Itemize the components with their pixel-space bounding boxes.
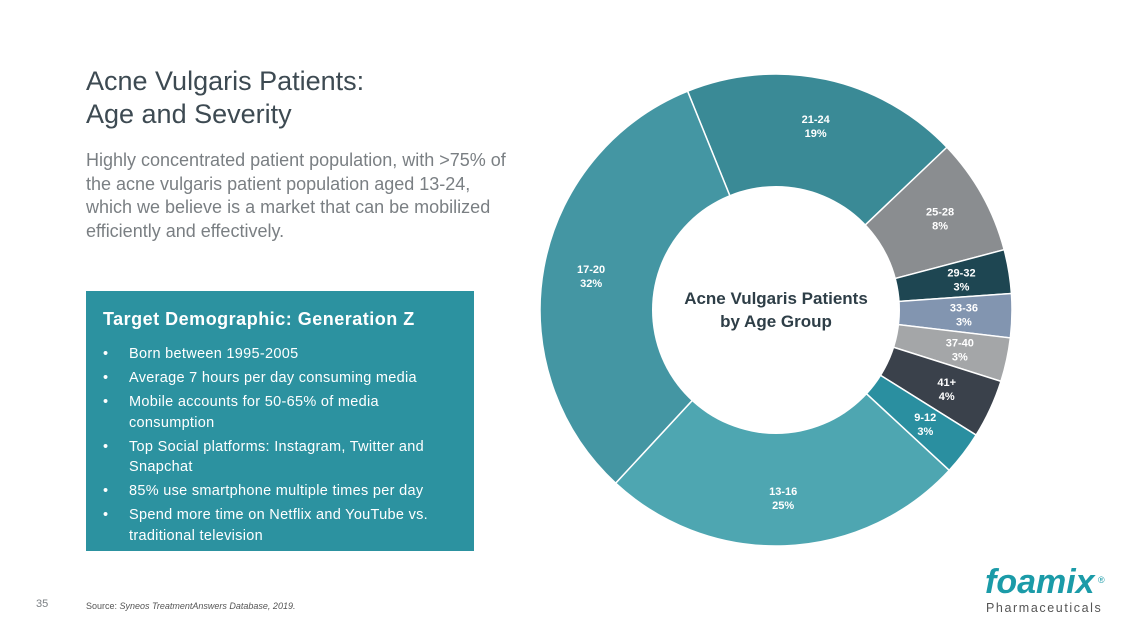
source-note: Source: Syneos TreatmentAnswers Database… bbox=[86, 601, 295, 611]
slice-label-category: 9-12 bbox=[914, 412, 936, 424]
company-logo: foamix ® Pharmaceuticals bbox=[985, 563, 1105, 623]
logo-registered-mark: ® bbox=[1098, 575, 1105, 585]
bullet-item: Average 7 hours per day consuming media bbox=[103, 368, 458, 389]
donut-hole bbox=[652, 186, 900, 434]
logo-tagline: Pharmaceuticals bbox=[986, 601, 1103, 615]
slice-label-9-12: 9-12 3% bbox=[914, 412, 936, 438]
slice-label-21-24: 21-24 19% bbox=[802, 114, 831, 140]
page-title-line-2: Age and Severity bbox=[86, 99, 292, 129]
source-prefix: Source: bbox=[86, 601, 120, 611]
chart-center-title-line-1: Acne Vulgaris Patients bbox=[684, 289, 868, 308]
slice-label-value: 3% bbox=[952, 352, 968, 364]
slice-label-value: 8% bbox=[932, 220, 948, 232]
slice-label-category: 25-28 bbox=[926, 206, 954, 218]
slice-label-29-32: 29-32 3% bbox=[947, 267, 975, 293]
slice-label-25-28: 25-28 8% bbox=[926, 206, 954, 232]
bullet-item: Mobile accounts for 50-65% of media cons… bbox=[103, 392, 458, 433]
slice-label-category: 21-24 bbox=[802, 114, 831, 126]
slice-label-category: 33-36 bbox=[950, 303, 978, 315]
slice-label-value: 32% bbox=[580, 278, 602, 290]
bullet-item: Spend more time on Netflix and YouTube v… bbox=[103, 505, 458, 546]
slice-label-37-40: 37-40 3% bbox=[946, 338, 974, 364]
slice-label-category: 17-20 bbox=[577, 264, 605, 276]
slice-label-category: 37-40 bbox=[946, 338, 974, 350]
target-demographic-list: Born between 1995-2005 Average 7 hours p… bbox=[103, 344, 458, 546]
slice-label-value: 19% bbox=[805, 128, 827, 140]
source-text: Syneos TreatmentAnswers Database, 2019. bbox=[119, 601, 296, 611]
slice-label-33-36: 33-36 3% bbox=[950, 303, 978, 329]
bullet-item: Born between 1995-2005 bbox=[103, 344, 458, 365]
page-title: Acne Vulgaris Patients: Age and Severity bbox=[86, 65, 506, 131]
slice-label-17-20: 17-20 32% bbox=[577, 264, 605, 290]
page-title-line-1: Acne Vulgaris Patients: bbox=[86, 66, 365, 96]
slice-label-value: 3% bbox=[956, 317, 972, 329]
chart-slice-labels: 21-24 19%25-28 8%29-32 3%33-36 3%37-40 3%41+ 4… bbox=[577, 114, 978, 512]
logo-wordmark: foamix bbox=[985, 563, 1095, 601]
page-subtitle: Highly concentrated patient population, … bbox=[86, 150, 506, 241]
target-demographic-title: Target Demographic: Generation Z bbox=[103, 309, 415, 329]
slice-label-category: 29-32 bbox=[947, 267, 975, 279]
bullet-item: Top Social platforms: Instagram, Twitter… bbox=[103, 437, 458, 478]
slice-label-value: 3% bbox=[954, 281, 970, 293]
chart-center-title-line-2: by Age Group bbox=[720, 312, 832, 331]
slice-label-41+: 41+ 4% bbox=[937, 377, 956, 403]
slice-label-value: 3% bbox=[917, 426, 933, 438]
slice-label-category: 41+ bbox=[937, 377, 956, 389]
slice-label-value: 4% bbox=[939, 391, 955, 403]
target-demographic-box: Target Demographic: Generation Z Born be… bbox=[86, 291, 474, 551]
slice-label-13-16: 13-16 25% bbox=[769, 486, 797, 512]
bullet-item: 85% use smartphone multiple times per da… bbox=[103, 481, 458, 502]
page-number: 35 bbox=[36, 598, 49, 610]
slice-label-value: 25% bbox=[772, 500, 794, 512]
slice-label-category: 13-16 bbox=[769, 486, 797, 498]
